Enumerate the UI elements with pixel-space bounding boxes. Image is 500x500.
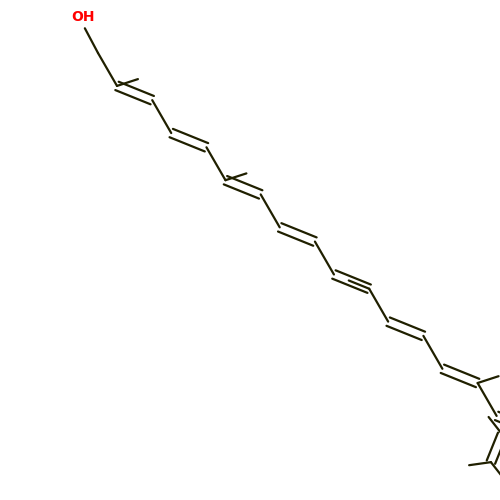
Text: OH: OH — [71, 10, 94, 24]
